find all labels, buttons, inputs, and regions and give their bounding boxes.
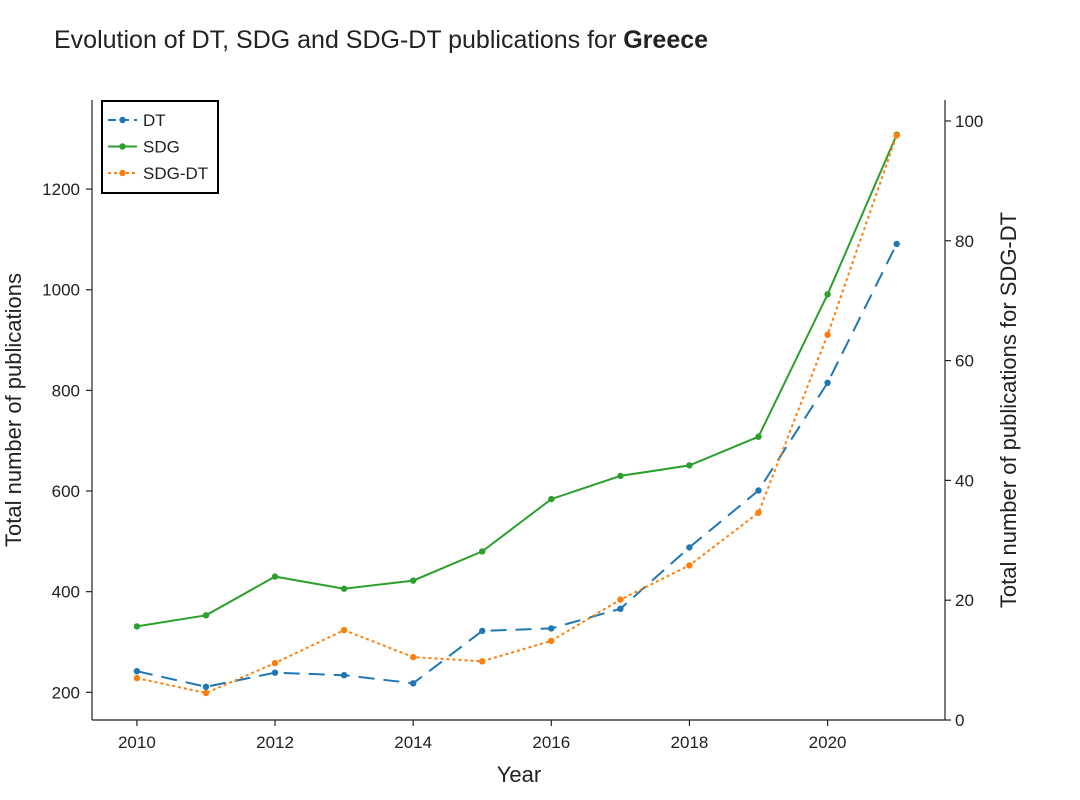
data-point-dt (202, 683, 210, 690)
x-tick-label: 2016 (532, 733, 570, 752)
series-line-sdg-dt (136, 134, 898, 695)
x-tick-label: 2012 (256, 733, 294, 752)
legend-marker-sdg (119, 143, 126, 150)
data-point-sdg (686, 462, 693, 469)
chart-title-country: Greece (623, 26, 709, 54)
x-axis-title: Year (497, 762, 541, 787)
y-axis-title: Total number of publications (1, 273, 26, 547)
y-tick-label: 1200 (42, 180, 80, 199)
ticks: 2010 2012 2014 2016 2018 20202004006008001000… (42, 112, 983, 752)
y2-tick-label: 0 (955, 711, 964, 730)
axes (91, 100, 946, 721)
series-layer (133, 131, 900, 697)
data-point-sdg-dt (133, 674, 141, 682)
data-point-sdg-dt (548, 637, 555, 645)
data-point-sdg (410, 577, 417, 584)
data-point-sdg-dt (271, 659, 279, 667)
y-tick-label: 200 (52, 683, 80, 702)
data-point-dt (271, 669, 279, 676)
x-tick-label: 2010 (118, 733, 156, 752)
data-point-dt (133, 668, 141, 675)
data-point-sdg-dt (340, 626, 348, 634)
data-point-dt (686, 544, 693, 551)
data-point-sdg (271, 573, 279, 580)
legend-marker-sdg-dt (119, 169, 126, 177)
y2-tick-label: 40 (955, 471, 974, 490)
data-point-dt (617, 605, 624, 612)
data-point-sdg (133, 623, 141, 630)
x-tick-label: 2020 (809, 733, 847, 752)
data-point-sdg (479, 548, 486, 555)
data-point-sdg (202, 612, 210, 619)
y2-tick-label: 20 (955, 591, 974, 610)
data-point-dt (824, 379, 831, 386)
x-tick-label: 2014 (394, 733, 432, 752)
data-point-sdg (617, 472, 624, 480)
series-line-dt (136, 243, 898, 688)
y-tick-label: 1000 (42, 281, 80, 300)
chart-title: Evolution of DT, SDG and SDG-DT publicat… (54, 26, 708, 55)
data-point-dt (479, 627, 486, 635)
y2-tick-label: 100 (955, 112, 983, 131)
y2-tick-label: 60 (955, 352, 974, 371)
data-point-sdg-dt (755, 509, 762, 516)
data-point-sdg-dt (893, 132, 900, 139)
data-point-sdg-dt (410, 653, 417, 661)
data-point-sdg (548, 495, 555, 503)
data-point-sdg (824, 291, 831, 298)
data-point-dt (548, 625, 555, 632)
data-point-dt (410, 680, 417, 687)
data-point-sdg-dt (686, 562, 693, 569)
data-point-sdg-dt (479, 658, 486, 665)
series-line-sdg (136, 134, 898, 628)
data-point-dt (893, 240, 900, 248)
x-tick-label: 2018 (671, 733, 709, 752)
y-tick-label: 400 (52, 583, 80, 602)
data-point-dt (755, 487, 762, 494)
data-point-sdg-dt (617, 596, 624, 603)
y2-tick-label: 80 (955, 232, 974, 251)
y-tick-label: 600 (52, 482, 80, 501)
chart-title-text: Evolution of DT, SDG and SDG-DT publicat… (54, 26, 617, 54)
data-point-sdg (755, 433, 762, 440)
legend-label-sdg-dt: SDG-DT (143, 164, 208, 183)
data-point-dt (340, 672, 348, 679)
legend: DT SDG SDG-DT (101, 100, 219, 194)
y-tick-label: 800 (52, 381, 80, 400)
data-point-sdg (340, 585, 348, 592)
data-point-sdg-dt (824, 331, 831, 338)
y2-axis-title: Total number of publications for SDG-DT (996, 212, 1021, 608)
legend-marker-dt (119, 116, 126, 124)
legend-label-sdg: SDG (143, 138, 180, 157)
data-point-sdg-dt (202, 689, 210, 697)
legend-label-dt: DT (143, 111, 166, 130)
